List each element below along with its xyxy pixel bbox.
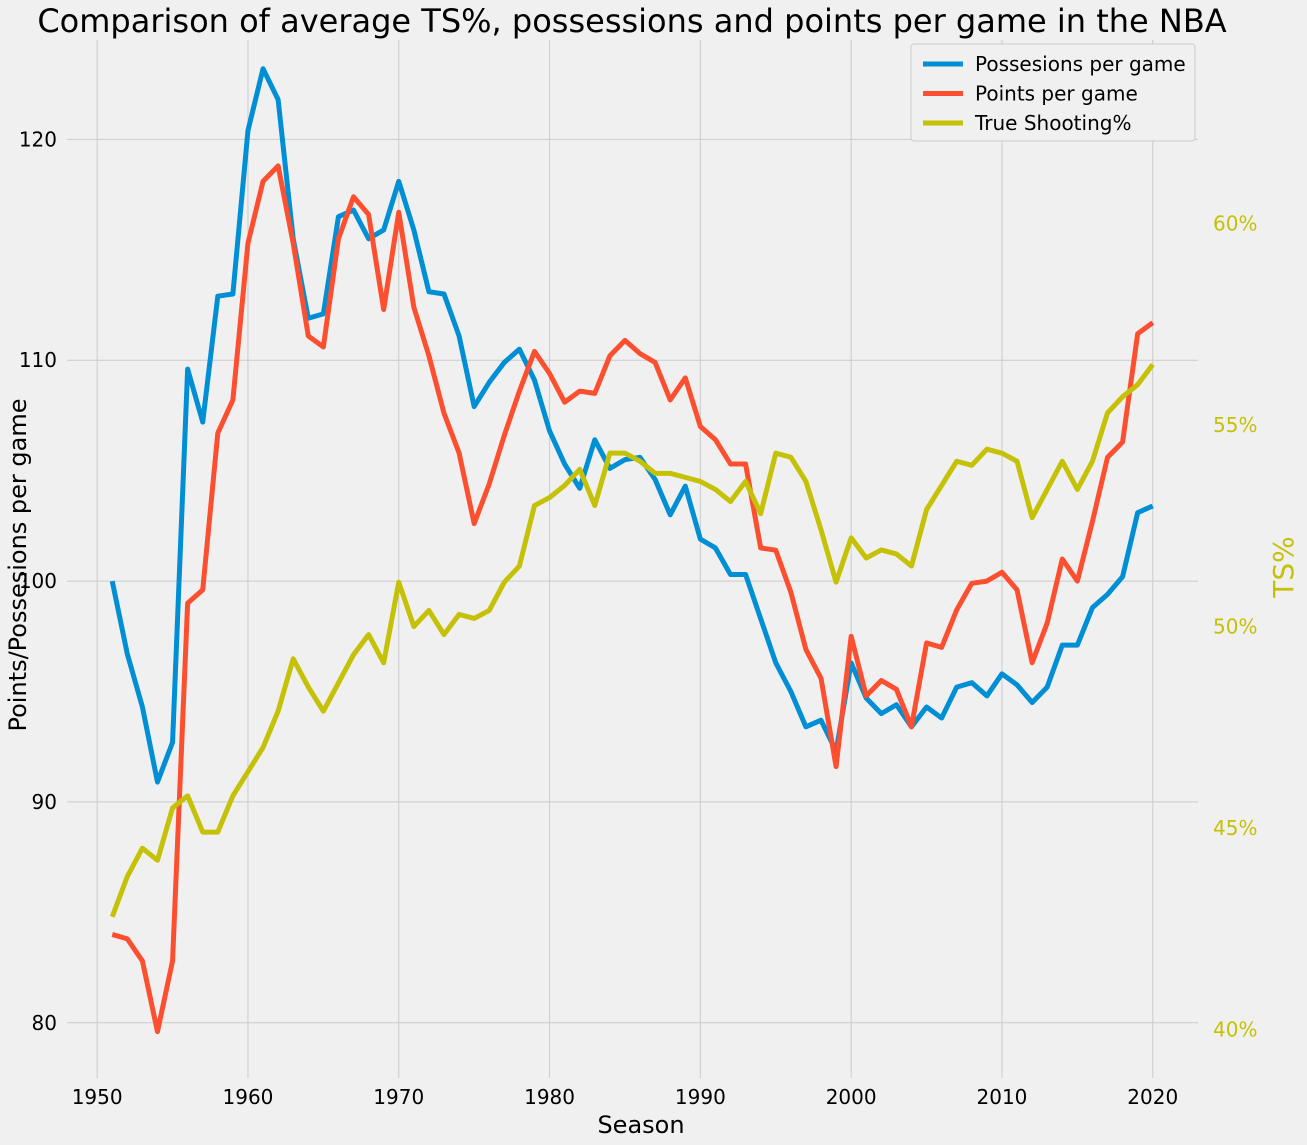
series-layer: [109, 66, 1155, 1035]
y-tick-label: 100: [19, 569, 57, 593]
x-tick-label: 1950: [72, 1085, 123, 1109]
y-axis-label: Points/Possesions per game: [4, 398, 32, 731]
y2-tick-label: 55%: [1213, 413, 1257, 437]
x-tick-label: 2010: [977, 1085, 1028, 1109]
y2-tick-label: 60%: [1213, 211, 1257, 235]
legend: Possesions per game Points per game True S…: [910, 43, 1196, 142]
x-tick-label: 2000: [826, 1085, 877, 1109]
y-tick-label: 90: [32, 790, 57, 814]
series-line-points-per-game: [111, 163, 1155, 1035]
y-tick-label: 80: [32, 1011, 57, 1035]
legend-box: [910, 43, 1196, 142]
y2-axis-label: TS%: [1267, 536, 1300, 598]
y-tick-label: 120: [19, 127, 57, 151]
y2-tick-label: 40%: [1213, 1018, 1257, 1042]
x-tick-label: 1980: [524, 1085, 575, 1109]
x-tick-label: 2020: [1127, 1085, 1178, 1109]
y2-tick-label: 50%: [1213, 615, 1257, 639]
y-tick-label: 110: [19, 348, 57, 372]
x-tick-label: 1960: [223, 1085, 274, 1109]
chart-title: Comparison of average TS%, possessions a…: [37, 2, 1226, 40]
legend-label-true-shooting: True Shooting%: [974, 111, 1131, 135]
legend-label-points-per-game: Points per game: [975, 82, 1138, 106]
tick-labels: 1950 1960 1970 1980 1990 2000 2010 2020 80 90 100 1…: [19, 127, 1258, 1109]
y2-tick-label: 45%: [1213, 816, 1257, 840]
series-line-true-shooting: [109, 363, 1155, 918]
x-tick-label: 1970: [373, 1085, 424, 1109]
legend-label-possesions-per-game: Possesions per game: [975, 52, 1186, 76]
x-axis-label: Season: [597, 1111, 684, 1139]
x-tick-label: 1990: [675, 1085, 726, 1109]
